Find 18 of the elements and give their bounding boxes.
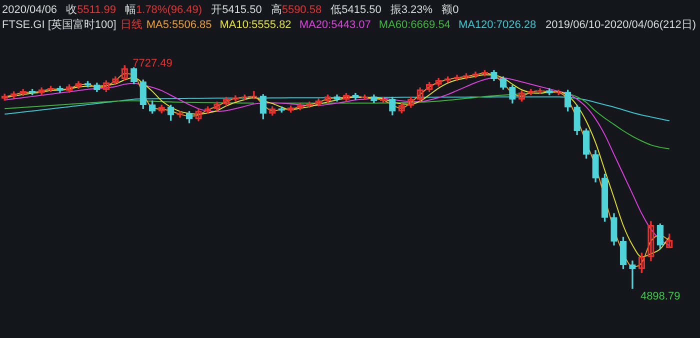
text: MA120:7026.28 (458, 19, 536, 31)
text: MA20:5443.07 (299, 19, 371, 31)
text: 收5511.99 (66, 4, 116, 16)
text: 4898.79 (640, 290, 680, 303)
text: 额0 (442, 4, 459, 16)
text: MA10:5555.82 (220, 19, 292, 31)
text: 2019/06/10-2020/04/06(212日) (546, 19, 696, 31)
text: MA60:6669.54 (378, 19, 450, 31)
text: FTSE.GI [英国富时100] (2, 19, 116, 31)
text: 低5415.50 (330, 4, 382, 16)
text: 振3.23% (390, 4, 433, 16)
text: 开5415.50 (211, 4, 262, 16)
text: 幅1.78%(96.49) (125, 4, 202, 16)
text: 2020/04/06 (2, 4, 58, 16)
text: 日线 (120, 19, 142, 31)
text: MA5:5506.85 (146, 19, 212, 31)
annotation: 7727.49 (132, 58, 172, 70)
text: 高5590.58 (270, 4, 322, 16)
